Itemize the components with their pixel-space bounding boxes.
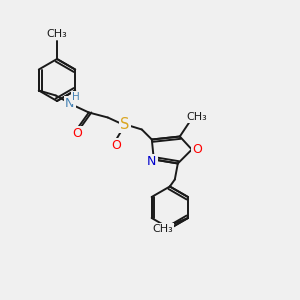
Text: O: O <box>111 139 121 152</box>
Text: O: O <box>72 127 82 140</box>
Text: N: N <box>147 155 157 168</box>
Text: CH₃: CH₃ <box>186 112 207 122</box>
Text: O: O <box>192 143 202 156</box>
Text: H: H <box>72 92 80 103</box>
Text: CH₃: CH₃ <box>46 29 68 39</box>
Text: S: S <box>120 117 130 132</box>
Text: CH₃: CH₃ <box>153 224 173 234</box>
Text: N: N <box>65 97 74 110</box>
